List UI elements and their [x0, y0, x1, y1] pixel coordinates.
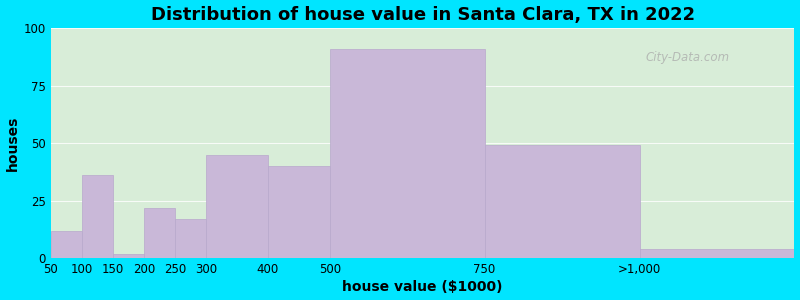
Bar: [206, 155, 268, 258]
Title: Distribution of house value in Santa Clara, TX in 2022: Distribution of house value in Santa Cla…: [150, 6, 694, 24]
Bar: [82, 176, 113, 258]
Bar: [174, 219, 206, 258]
Bar: [51, 231, 82, 258]
Bar: [485, 146, 639, 258]
Bar: [639, 249, 794, 258]
Bar: [268, 166, 330, 258]
Text: City-Data.com: City-Data.com: [646, 51, 730, 64]
Y-axis label: houses: houses: [6, 116, 19, 171]
X-axis label: house value ($1000): house value ($1000): [342, 280, 503, 294]
Bar: [144, 208, 174, 258]
Bar: [113, 254, 144, 258]
Bar: [330, 49, 485, 258]
